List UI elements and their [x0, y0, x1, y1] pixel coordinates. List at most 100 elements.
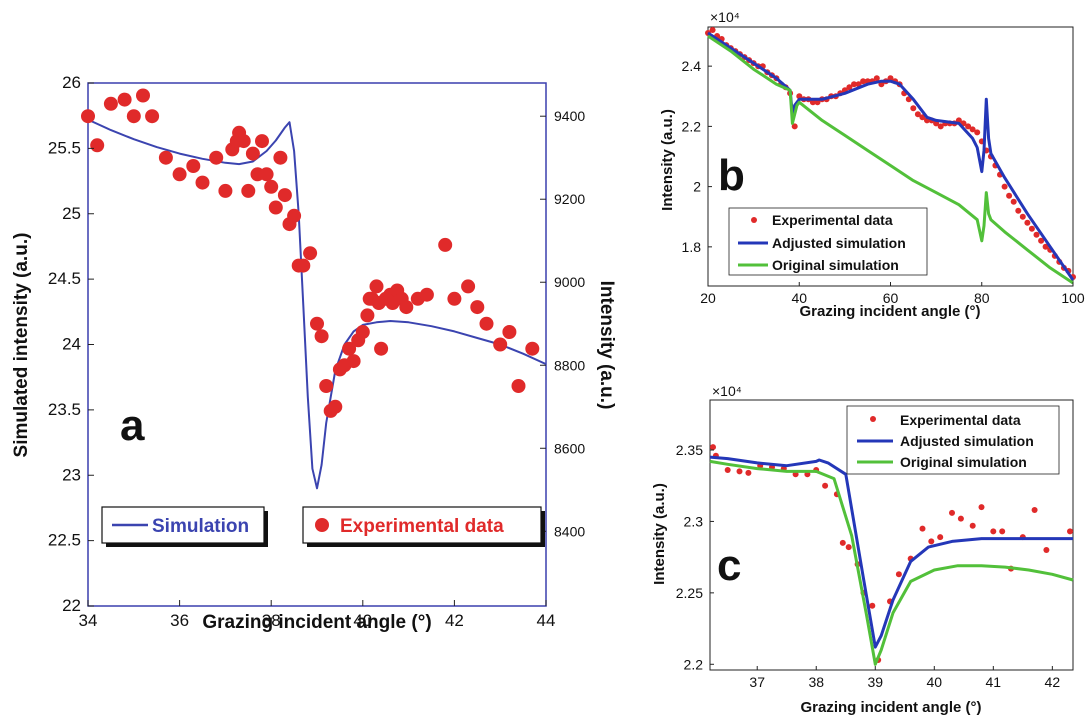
y-tick-label: 2.35: [676, 442, 703, 458]
y-tick-label: 24.5: [48, 269, 81, 288]
data-point-experimental-data: [259, 167, 274, 182]
data-point-experimental-data: [999, 528, 1006, 535]
data-point-experimental-data: [914, 111, 921, 118]
data-point-experimental-data: [910, 105, 917, 112]
y-tick-label: 23: [62, 465, 81, 484]
panel-a-ylabel: Simulated intensity (a.u.): [11, 233, 32, 458]
data-point-experimental-data: [218, 183, 233, 198]
data-point-experimental-data: [1031, 507, 1038, 513]
data-point-experimental-data: [374, 341, 389, 356]
x-tick-label: 80: [974, 290, 990, 306]
legend-box-shadow: [264, 511, 268, 547]
legend-swatch-experimental: [315, 518, 329, 532]
data-point-experimental-data: [937, 534, 944, 541]
data-point-experimental-data: [145, 109, 160, 124]
x-tick-label: 44: [537, 611, 556, 630]
y-tick-label: 2: [693, 179, 701, 195]
data-point-experimental-data: [126, 109, 141, 124]
y2-tick-label: 8600: [554, 440, 585, 456]
series-line-original-simulation: [707, 34, 1074, 285]
data-point-experimental-data: [895, 571, 902, 578]
panel-c-xlabel: Grazing incident angle (°): [800, 699, 981, 716]
data-point-experimental-data: [342, 341, 357, 356]
data-point-experimental-data: [873, 75, 880, 82]
y-tick-label: 2.2: [684, 656, 704, 672]
data-point-experimental-data: [839, 539, 846, 546]
x-tick-label: 41: [986, 674, 1002, 690]
legend-box-shadow-bottom: [307, 543, 545, 547]
legend-box-shadow: [541, 511, 545, 547]
x-tick-label: 38: [262, 611, 281, 630]
panel-c-ylabel: Intensity (a.u.): [651, 483, 668, 585]
data-point-experimental-data: [158, 150, 173, 165]
panel-c-letter: c: [717, 541, 741, 590]
legend-label-experimental: Experimental data: [772, 212, 893, 228]
data-point-experimental-data: [525, 341, 540, 356]
data-point-experimental-data: [978, 504, 985, 511]
legend-label-experimental: Experimental data: [340, 516, 504, 537]
panel-b-letter: b: [718, 151, 745, 200]
panel-c-scale-label: ×10⁴: [712, 383, 742, 399]
y-tick-label: 25.5: [48, 138, 81, 157]
panel-b-chart: 20 40 60 80 100 1.8 2 2.2 2.4 ×10⁴ Grazing incid…: [659, 9, 1085, 320]
data-point-experimental-data: [268, 200, 283, 215]
x-tick-label: 42: [445, 611, 464, 630]
y2-tick-label: 9000: [554, 274, 585, 290]
data-point-experimental-data: [919, 114, 926, 121]
y-tick-label: 22.5: [48, 531, 81, 550]
series-line-adjusted-simulation: [709, 455, 1073, 649]
data-point-experimental-data: [1028, 225, 1035, 232]
legend-swatch-experimental: [870, 416, 876, 422]
data-point-experimental-data: [710, 444, 716, 451]
legend-label-adjusted: Adjusted simulation: [900, 433, 1034, 449]
legend-label-original: Original simulation: [772, 257, 899, 273]
data-point-experimental-data: [974, 129, 981, 136]
y-tick-label: 2.4: [682, 58, 702, 74]
legend-label-experimental: Experimental data: [900, 412, 1021, 428]
data-point-experimental-data: [1042, 243, 1049, 250]
data-point-experimental-data: [493, 337, 508, 352]
x-tick-label: 40: [927, 674, 943, 690]
data-point-experimental-data: [264, 179, 279, 194]
data-point-experimental-data: [255, 134, 269, 149]
data-point-experimental-data: [81, 109, 95, 124]
data-point-experimental-data: [851, 81, 857, 88]
data-point-experimental-data: [447, 291, 462, 306]
data-point-experimental-data: [399, 300, 414, 315]
data-point-experimental-data: [937, 123, 944, 130]
x-tick-label: 38: [808, 674, 824, 690]
x-tick-label: 34: [79, 611, 98, 630]
data-point-experimental-data: [969, 522, 976, 529]
data-point-experimental-data: [949, 509, 955, 516]
data-point-experimental-data: [186, 159, 201, 173]
data-point-experimental-data: [1038, 237, 1045, 244]
data-point-experimental-data: [1043, 547, 1050, 553]
data-point-experimental-data: [470, 300, 485, 315]
panel-a-y2label: Intensity (a.u.): [596, 281, 617, 410]
data-point-experimental-data: [919, 525, 926, 532]
data-point-experimental-data: [360, 308, 375, 323]
data-point-experimental-data: [319, 379, 334, 393]
series-line-original-simulation: [709, 459, 1074, 666]
data-point-experimental-data: [369, 279, 384, 294]
y2-tick-label: 8800: [554, 357, 585, 373]
x-tick-label: 39: [867, 674, 883, 690]
data-point-experimental-data: [1006, 192, 1013, 199]
y-tick-label: 22: [62, 596, 81, 615]
panel-c-chart: 37 38 39 40 41 42 2.2 2.25 2.3 2.35 ×10⁴ Grazing …: [651, 383, 1074, 716]
data-point-experimental-data: [822, 482, 829, 489]
y2-tick-label: 9400: [554, 108, 585, 124]
legend-label-simulation: Simulation: [152, 516, 249, 537]
data-point-experimental-data: [296, 258, 311, 273]
data-point-experimental-data: [245, 146, 260, 161]
data-point-experimental-data: [209, 150, 224, 165]
y-tick-label: 1.8: [682, 239, 702, 255]
y-tick-label: 24: [62, 335, 81, 354]
data-point-experimental-data: [1067, 528, 1073, 535]
panel-a-xlabel: Grazing incident angle (°): [202, 612, 431, 633]
x-tick-label: 20: [700, 290, 716, 306]
data-point-experimental-data: [1010, 198, 1017, 205]
y-tick-label: 25: [62, 204, 81, 223]
panel-b-legend: Experimental data Adjusted simulation Or…: [728, 207, 928, 276]
data-point-experimental-data: [310, 316, 324, 331]
